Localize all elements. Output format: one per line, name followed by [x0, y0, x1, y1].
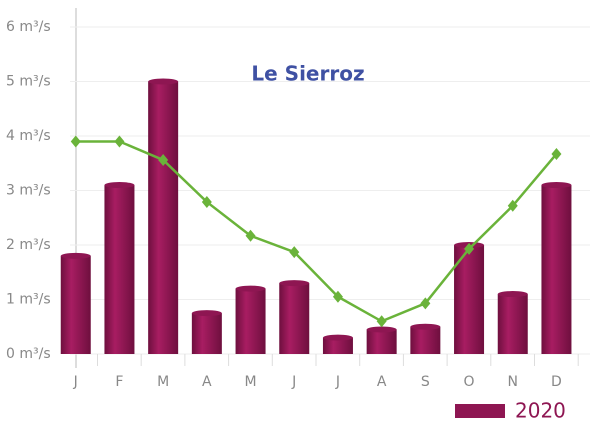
x-tick-label: N [508, 374, 518, 390]
y-tick-label: 5 m³/s [6, 74, 51, 90]
x-tick-label: J [291, 374, 296, 390]
bar [497, 294, 528, 354]
line-marker [158, 153, 169, 166]
y-tick-label: 2 m³/s [6, 237, 51, 253]
x-tick-label: S [421, 374, 430, 390]
x-tick-label: F [115, 374, 123, 390]
legend-swatch [455, 404, 505, 418]
bar [410, 326, 441, 354]
line-marker [114, 135, 125, 148]
line-marker [289, 246, 300, 259]
line-marker [376, 315, 387, 328]
bar-top [366, 326, 397, 333]
bar-top [191, 310, 222, 317]
x-tick-label: J [73, 374, 78, 390]
bar-top [148, 78, 179, 85]
bar-top [60, 252, 91, 259]
bar [148, 81, 179, 354]
bar [279, 283, 310, 354]
x-tick-label: A [377, 374, 387, 390]
bar-top [279, 280, 310, 287]
bar [366, 329, 397, 354]
bar [104, 185, 135, 354]
line-marker [70, 135, 81, 148]
y-tick-label: 3 m³/s [6, 183, 51, 199]
legend-label: 2020 [515, 399, 566, 423]
bar-top [104, 182, 135, 189]
line-marker [332, 290, 343, 303]
bar-top [497, 291, 528, 298]
bar [322, 337, 353, 354]
y-tick-label: 0 m³/s [6, 346, 51, 362]
line-marker [464, 242, 475, 255]
line [75, 140, 558, 323]
bar-top [410, 323, 441, 330]
line-marker [551, 147, 562, 160]
line-marker [201, 195, 212, 208]
y-tick-label: 4 m³/s [6, 128, 51, 144]
bar-top [235, 285, 266, 292]
line-marker [245, 229, 256, 242]
bar [235, 288, 266, 354]
x-tick-label: J [335, 374, 340, 390]
bar [191, 313, 222, 354]
y-tick-label: 6 m³/s [6, 19, 51, 35]
x-tick-label: O [464, 374, 475, 390]
bar [541, 185, 572, 354]
line-marker [507, 199, 518, 212]
x-tick-label: M [157, 374, 169, 390]
x-tick-label: A [202, 374, 212, 390]
bar-top [541, 182, 572, 189]
bar [60, 255, 91, 354]
y-tick-label: 1 m³/s [6, 292, 51, 308]
bar-top [322, 334, 353, 341]
line-marker [420, 297, 431, 310]
x-tick-label: M [245, 374, 257, 390]
x-tick-label: D [551, 374, 562, 390]
